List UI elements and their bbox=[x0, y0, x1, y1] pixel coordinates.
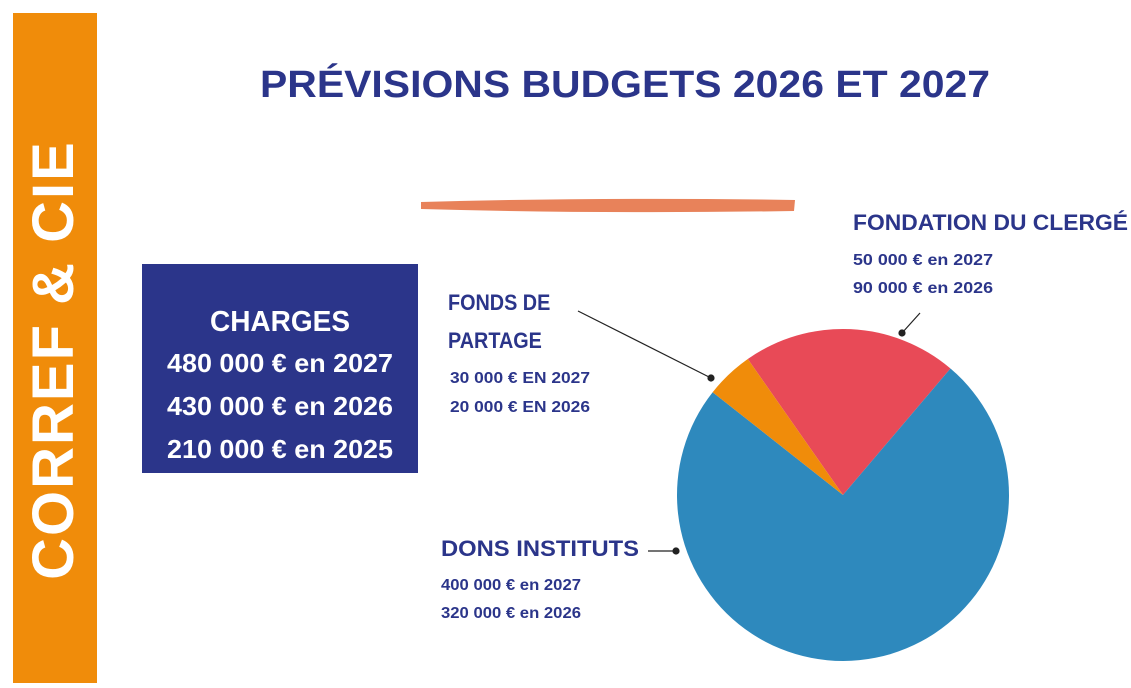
pie-slice bbox=[712, 359, 843, 495]
category-label: FONDS DE PARTAGE bbox=[448, 290, 551, 353]
category-label: DONS INSTITUTS bbox=[441, 536, 639, 561]
charges-line: 430 000 € en 2026 bbox=[167, 391, 393, 421]
charges-title: CHARGES bbox=[210, 306, 350, 338]
charges-box bbox=[142, 264, 418, 473]
forecast-label: 400 000 € en 2027 bbox=[441, 577, 581, 594]
pie-slice bbox=[747, 329, 951, 495]
forecast-label: 50 000 € en 2027 bbox=[853, 252, 993, 269]
charges-line: 210 000 € en 2025 bbox=[167, 434, 393, 464]
value-label: 20 000 € EN 2026 bbox=[450, 399, 590, 416]
brush-stroke bbox=[421, 198, 795, 213]
category-label-box: FONDS DE PARTAGE bbox=[448, 290, 551, 353]
pie-slice bbox=[677, 368, 1009, 661]
value-label: 320 000 € en 2026 bbox=[441, 605, 581, 622]
brand: CORREF & CIE bbox=[21, 140, 86, 580]
category-label: FONDATION DU CLERGÉ bbox=[853, 210, 1128, 235]
value-label: 90 000 € en 2026 bbox=[853, 280, 993, 297]
pie bbox=[677, 329, 1009, 661]
chart-title: PRÉVISIONS BUDGETS 2026 ET 2027 bbox=[260, 62, 990, 106]
leaders bbox=[577, 310, 921, 555]
forecast-label: 30 000 € EN 2027 bbox=[450, 370, 590, 387]
side-band bbox=[13, 13, 97, 683]
charges-line: 480 000 € en 2027 bbox=[167, 348, 393, 378]
